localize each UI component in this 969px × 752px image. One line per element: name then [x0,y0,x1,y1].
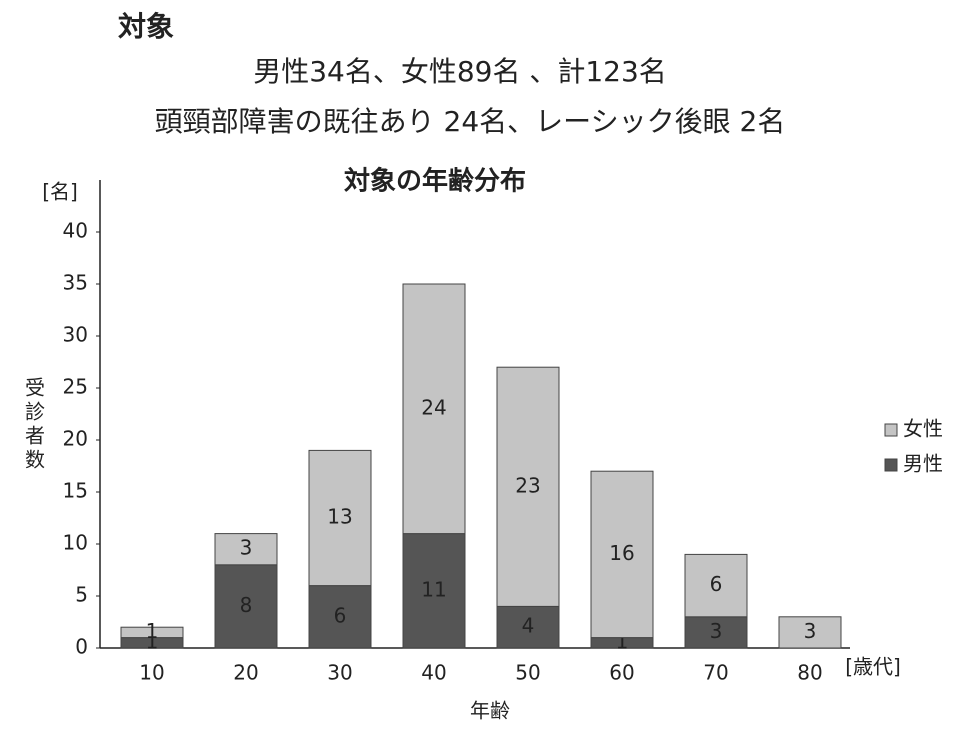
note: 頭頸部障害の既往あり 24名、レーシック後眼 2名 [155,105,786,138]
bar-segment [214,564,278,649]
y-tick-label: 40 [63,219,88,243]
x-unit: [歳代] [845,655,901,679]
bar-segment [778,616,842,649]
bar-segment [214,533,278,566]
y-tick-label: 30 [63,323,88,347]
bar-segment [496,366,560,607]
legend-swatch [884,458,898,472]
x-tick-label: 80 [797,661,822,685]
data-label: 8 [240,593,253,617]
y-tick-label: 10 [63,531,88,555]
data-label: 3 [710,619,723,643]
y-tick-label: 20 [63,427,88,451]
legend-swatch [884,423,898,437]
bar-segment [684,553,748,618]
x-tick-label: 20 [233,661,258,685]
y-axis-label: 受診者数 [22,377,46,473]
data-label: 16 [609,541,634,565]
legend-label: 男性 [903,452,943,476]
data-label: 3 [804,619,817,643]
x-tick-label: 40 [421,661,446,685]
bar-segment [590,470,654,639]
x-tick-label: 10 [139,661,164,685]
data-label: 4 [522,614,535,638]
y-tick-label: 15 [63,479,88,503]
x-tick-label: 30 [327,661,352,685]
bar-segment [402,533,466,649]
bar-segment [308,449,372,587]
chart-title: 対象の年齢分布 [344,166,526,197]
legend-label: 女性 [903,417,943,441]
data-label: 6 [334,603,347,627]
data-label: 3 [240,536,253,560]
x-tick-label: 60 [609,661,634,685]
x-tick-label: 70 [703,661,728,685]
subtitle: 男性34名、女性89名 、計123名 [253,55,667,88]
bar-segment [402,283,466,535]
bar-segment [684,616,748,649]
data-label: 24 [421,395,446,419]
y-tick-label: 25 [63,375,88,399]
y-unit: [名] [42,180,78,204]
data-label: 23 [515,473,540,497]
bar-segment [120,626,184,639]
data-label: 1 [146,619,159,643]
y-tick-label: 5 [75,583,88,607]
x-tick-label: 50 [515,661,540,685]
bar-segment [308,585,372,649]
data-label: 13 [327,505,352,529]
y-tick-label: 0 [75,635,88,659]
data-label: 6 [710,572,723,596]
data-label: 11 [421,577,446,601]
heading: 対象 [118,10,174,43]
x-axis-label: 年齢 [470,699,510,723]
y-tick-label: 35 [63,271,88,295]
